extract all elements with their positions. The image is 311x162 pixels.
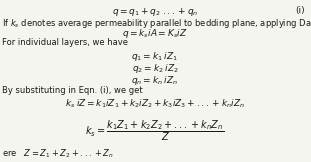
Text: $q_1 = k_1 \; iZ_1$: $q_1 = k_1 \; iZ_1$ [132, 50, 179, 63]
Text: $q = q_1 + q_2 \;...+ q_n$: $q = q_1 + q_2 \;...+ q_n$ [112, 6, 198, 18]
Text: $q_n = k_n \; iZ_n$: $q_n = k_n \; iZ_n$ [132, 74, 179, 87]
Text: If $k_s$ denotes average permeability parallel to bedding plane, applying Darcy’: If $k_s$ denotes average permeability pa… [2, 17, 311, 30]
Text: (i): (i) [295, 6, 305, 15]
Text: $k_s \; iZ = k_1 iZ_1 + k_2 iZ_2 + k_3 iZ_3 + ... + k_n iZ_n$: $k_s \; iZ = k_1 iZ_1 + k_2 iZ_2 + k_3 i… [65, 98, 245, 110]
Text: ere   $Z = Z_1 + Z_2 + ... + Z_n$: ere $Z = Z_1 + Z_2 + ... + Z_n$ [2, 148, 114, 161]
Text: For individual layers, we have: For individual layers, we have [2, 38, 128, 47]
Text: $k_s = \dfrac{k_1 Z_1 + k_2 Z_2 + ... + k_n Z_n}{Z}$: $k_s = \dfrac{k_1 Z_1 + k_2 Z_2 + ... + … [86, 118, 225, 143]
Text: $q_2 = k_2 \; iZ_2$: $q_2 = k_2 \; iZ_2$ [132, 62, 179, 75]
Text: $q = k_s iA = K_s iZ$: $q = k_s iA = K_s iZ$ [122, 27, 188, 40]
Text: By substituting in Eqn. (i), we get: By substituting in Eqn. (i), we get [2, 86, 143, 95]
